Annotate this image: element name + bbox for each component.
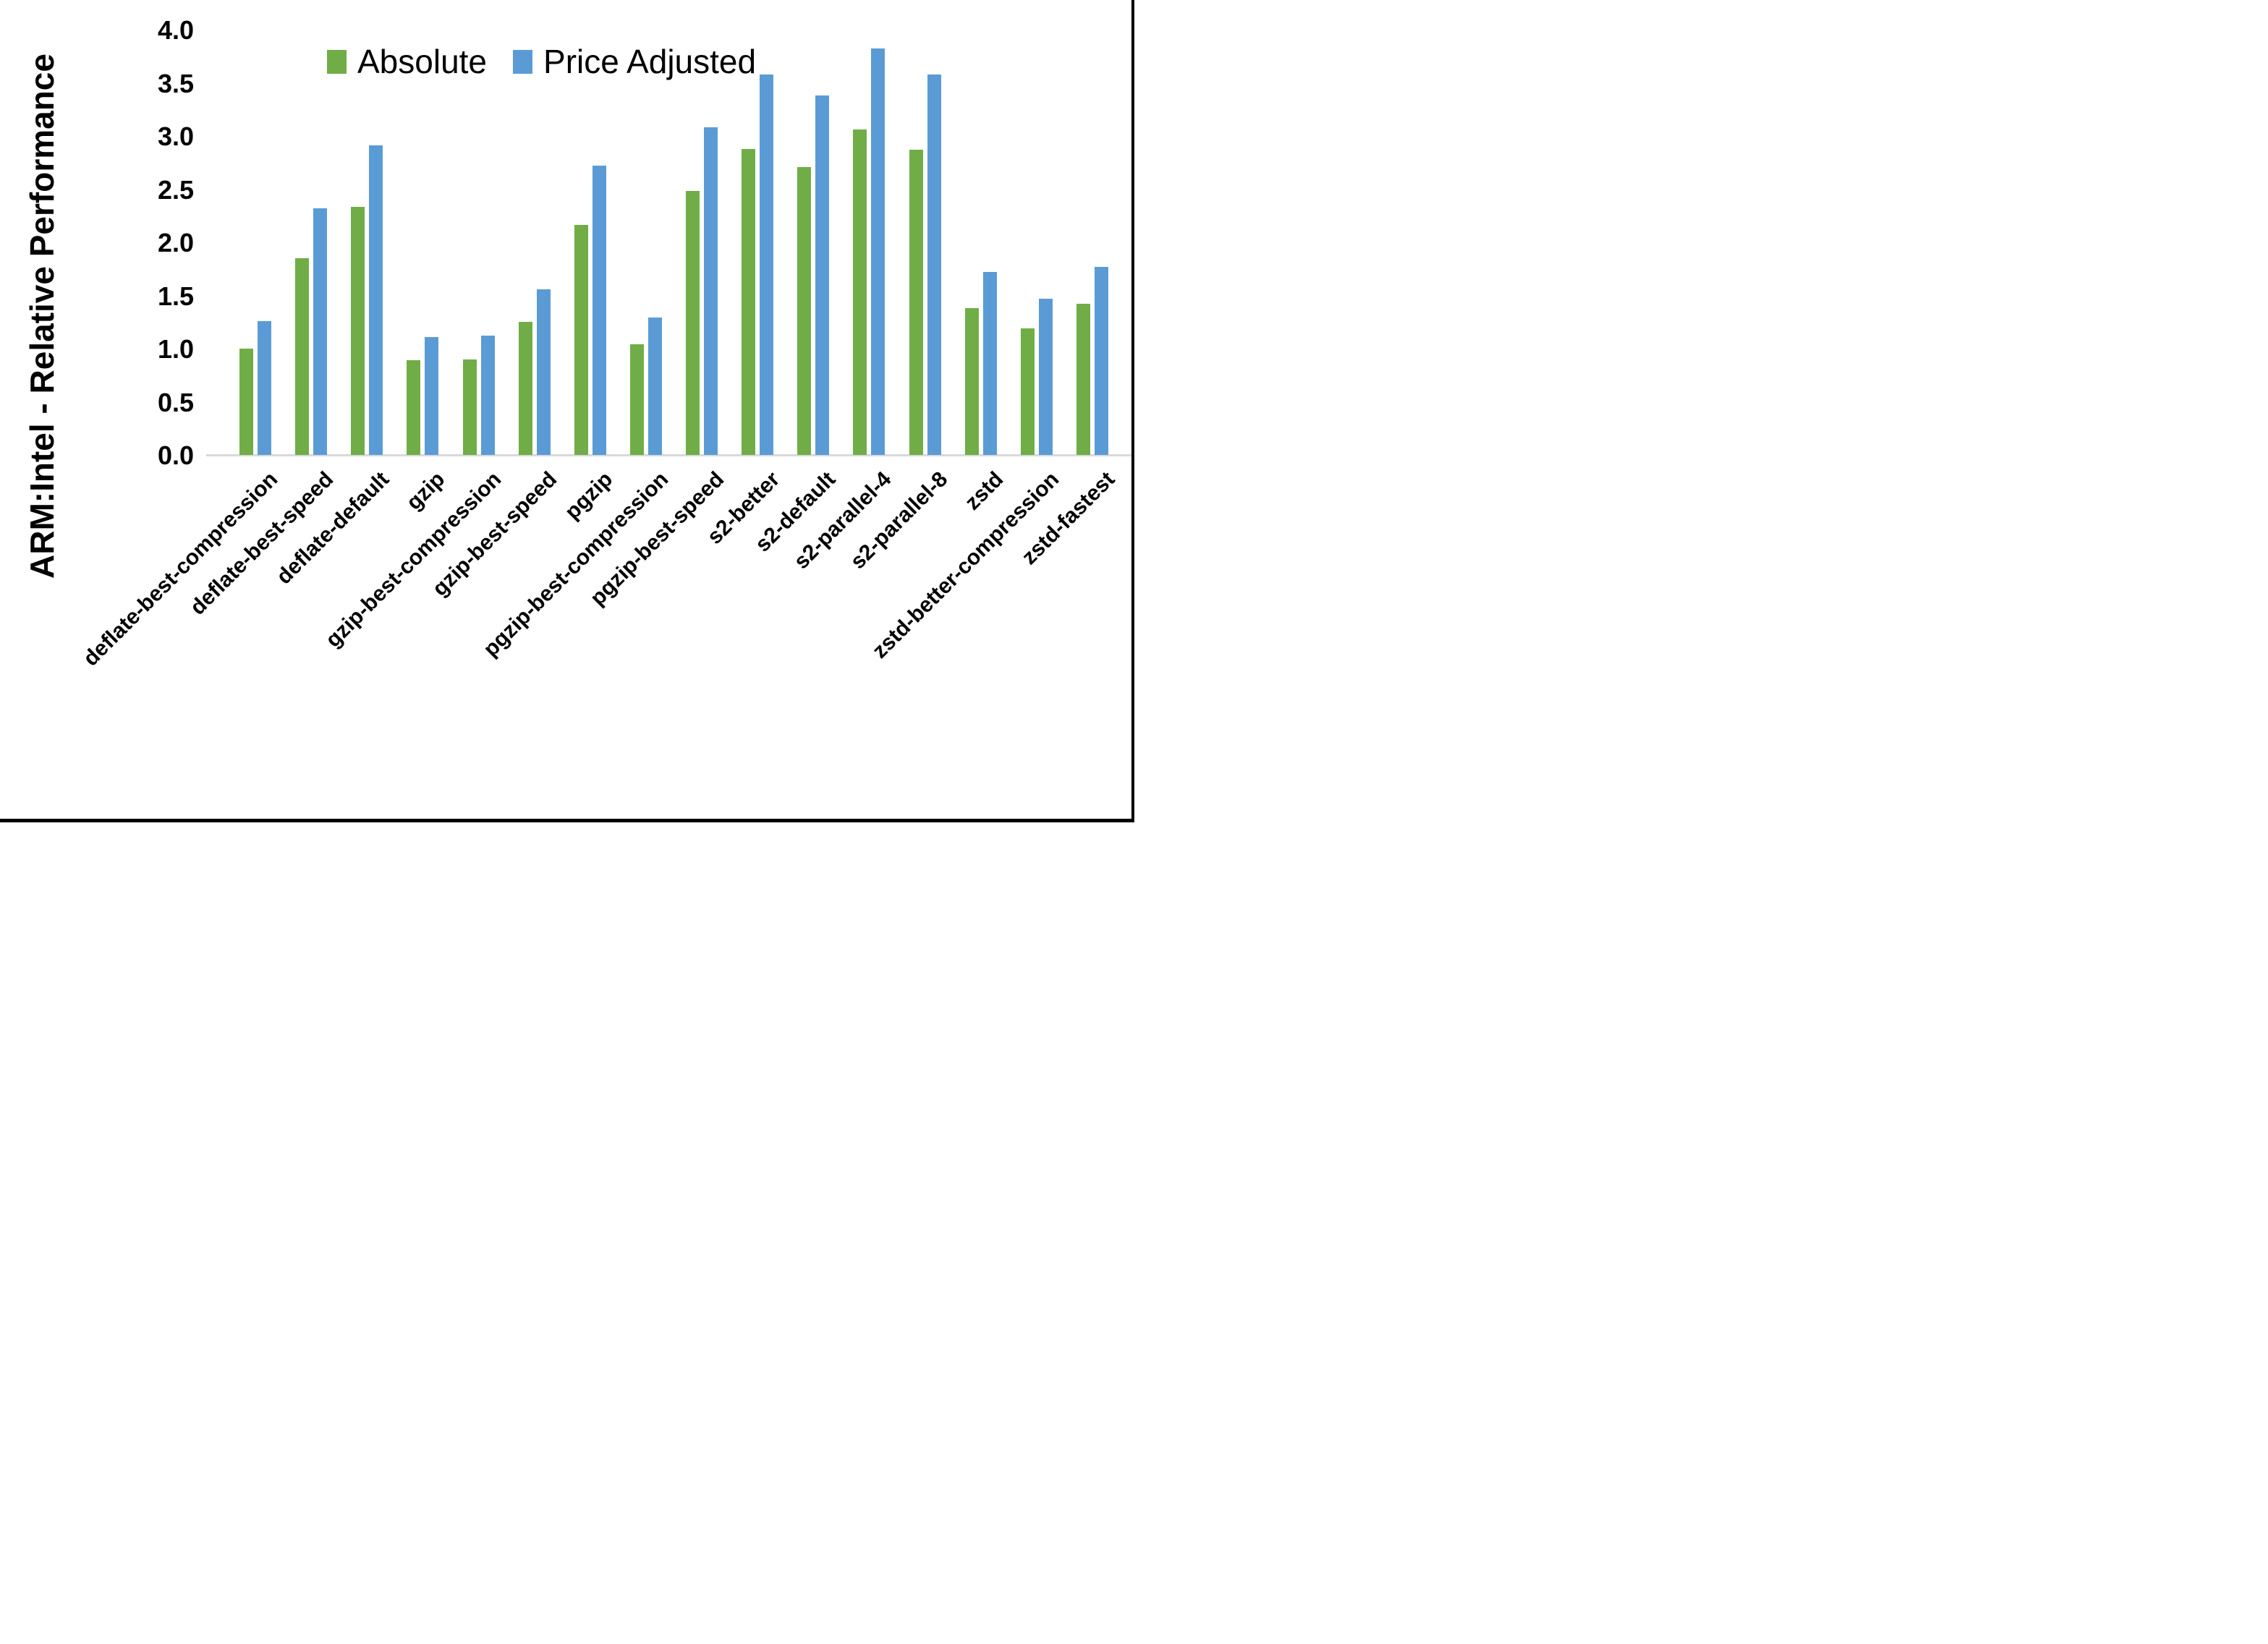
price-adjusted-bar-s2-parallel-4 [871, 48, 885, 455]
legend-item-price-adjusted: Price Adjusted [513, 42, 756, 81]
absolute-bar-deflate-best-speed [295, 258, 310, 455]
absolute-bar-pgzip-best-speed [686, 191, 700, 455]
absolute-bar-pgzip [574, 225, 588, 455]
price-adjusted-bar-s2-better [760, 74, 774, 455]
price-adjusted-bar-zstd-fastest [1094, 266, 1108, 455]
absolute-bar-zstd-fastest [1076, 304, 1090, 455]
absolute-bar-s2-default [797, 166, 812, 455]
absolute-bar-gzip-best-speed [518, 322, 532, 455]
price-adjusted-swatch-icon [513, 49, 533, 74]
price-adjusted-bar-pgzip [592, 166, 606, 455]
y-tick-label-2.0: 2.0 [157, 228, 194, 257]
absolute-bar-pgzip-best-compression [629, 344, 644, 455]
absolute-bar-gzip [407, 360, 421, 455]
y-tick-label-1.5: 1.5 [157, 281, 194, 311]
price-adjusted-bar-deflate-best-compression [258, 320, 271, 455]
price-adjusted-bar-pgzip-best-compression [647, 318, 662, 455]
y-tick-label-2.5: 2.5 [157, 174, 194, 205]
y-tick-label-3.0: 3.0 [157, 122, 194, 151]
price-adjusted-bar-zstd [982, 272, 997, 455]
legend: Absolute Price Adjusted [327, 42, 756, 81]
price-adjusted-bar-gzip [425, 336, 439, 455]
price-adjusted-bar-gzip-best-compression [480, 336, 495, 455]
y-tick-label-4.0: 4.0 [157, 15, 194, 45]
y-tick-label-0.5: 0.5 [157, 387, 194, 417]
absolute-bar-deflate-best-compression [239, 349, 253, 455]
absolute-bar-s2-parallel-8 [909, 150, 923, 455]
price-adjusted-bar-deflate-best-speed [313, 208, 328, 455]
price-adjusted-bar-pgzip-best-speed [704, 127, 718, 455]
legend-label-absolute: Absolute [357, 43, 488, 80]
price-adjusted-bar-s2-default [815, 95, 830, 455]
absolute-swatch-icon [327, 49, 347, 74]
y-tick-label-0.0: 0.0 [157, 440, 194, 470]
price-adjusted-bar-deflate-default [369, 145, 383, 455]
absolute-bar-gzip-best-compression [462, 359, 477, 455]
price-adjusted-bar-zstd-better-compression [1038, 298, 1053, 455]
absolute-bar-s2-parallel-4 [853, 129, 867, 455]
price-adjusted-bar-s2-parallel-8 [927, 74, 941, 455]
absolute-bar-zstd [964, 308, 979, 455]
absolute-bar-zstd-better-compression [1020, 328, 1035, 455]
x-axis-line [206, 454, 1131, 456]
y-tick-label-3.5: 3.5 [157, 68, 194, 98]
absolute-bar-s2-better [742, 148, 756, 455]
chart-frame: ARM:Intel - Relative Performance Absolut… [0, 0, 1134, 822]
absolute-bar-deflate-default [351, 207, 365, 455]
price-adjusted-bar-gzip-best-speed [536, 289, 551, 455]
plot-area: 0.0 0.5 1.0 1.5 2.0 2.5 3.0 3.5 4.0 deflate-best-… [0, 0, 1131, 819]
legend-item-absolute: Absolute [327, 42, 487, 81]
legend-label-price-adjusted: Price Adjusted [543, 43, 757, 80]
y-tick-label-1.0: 1.0 [157, 334, 194, 364]
